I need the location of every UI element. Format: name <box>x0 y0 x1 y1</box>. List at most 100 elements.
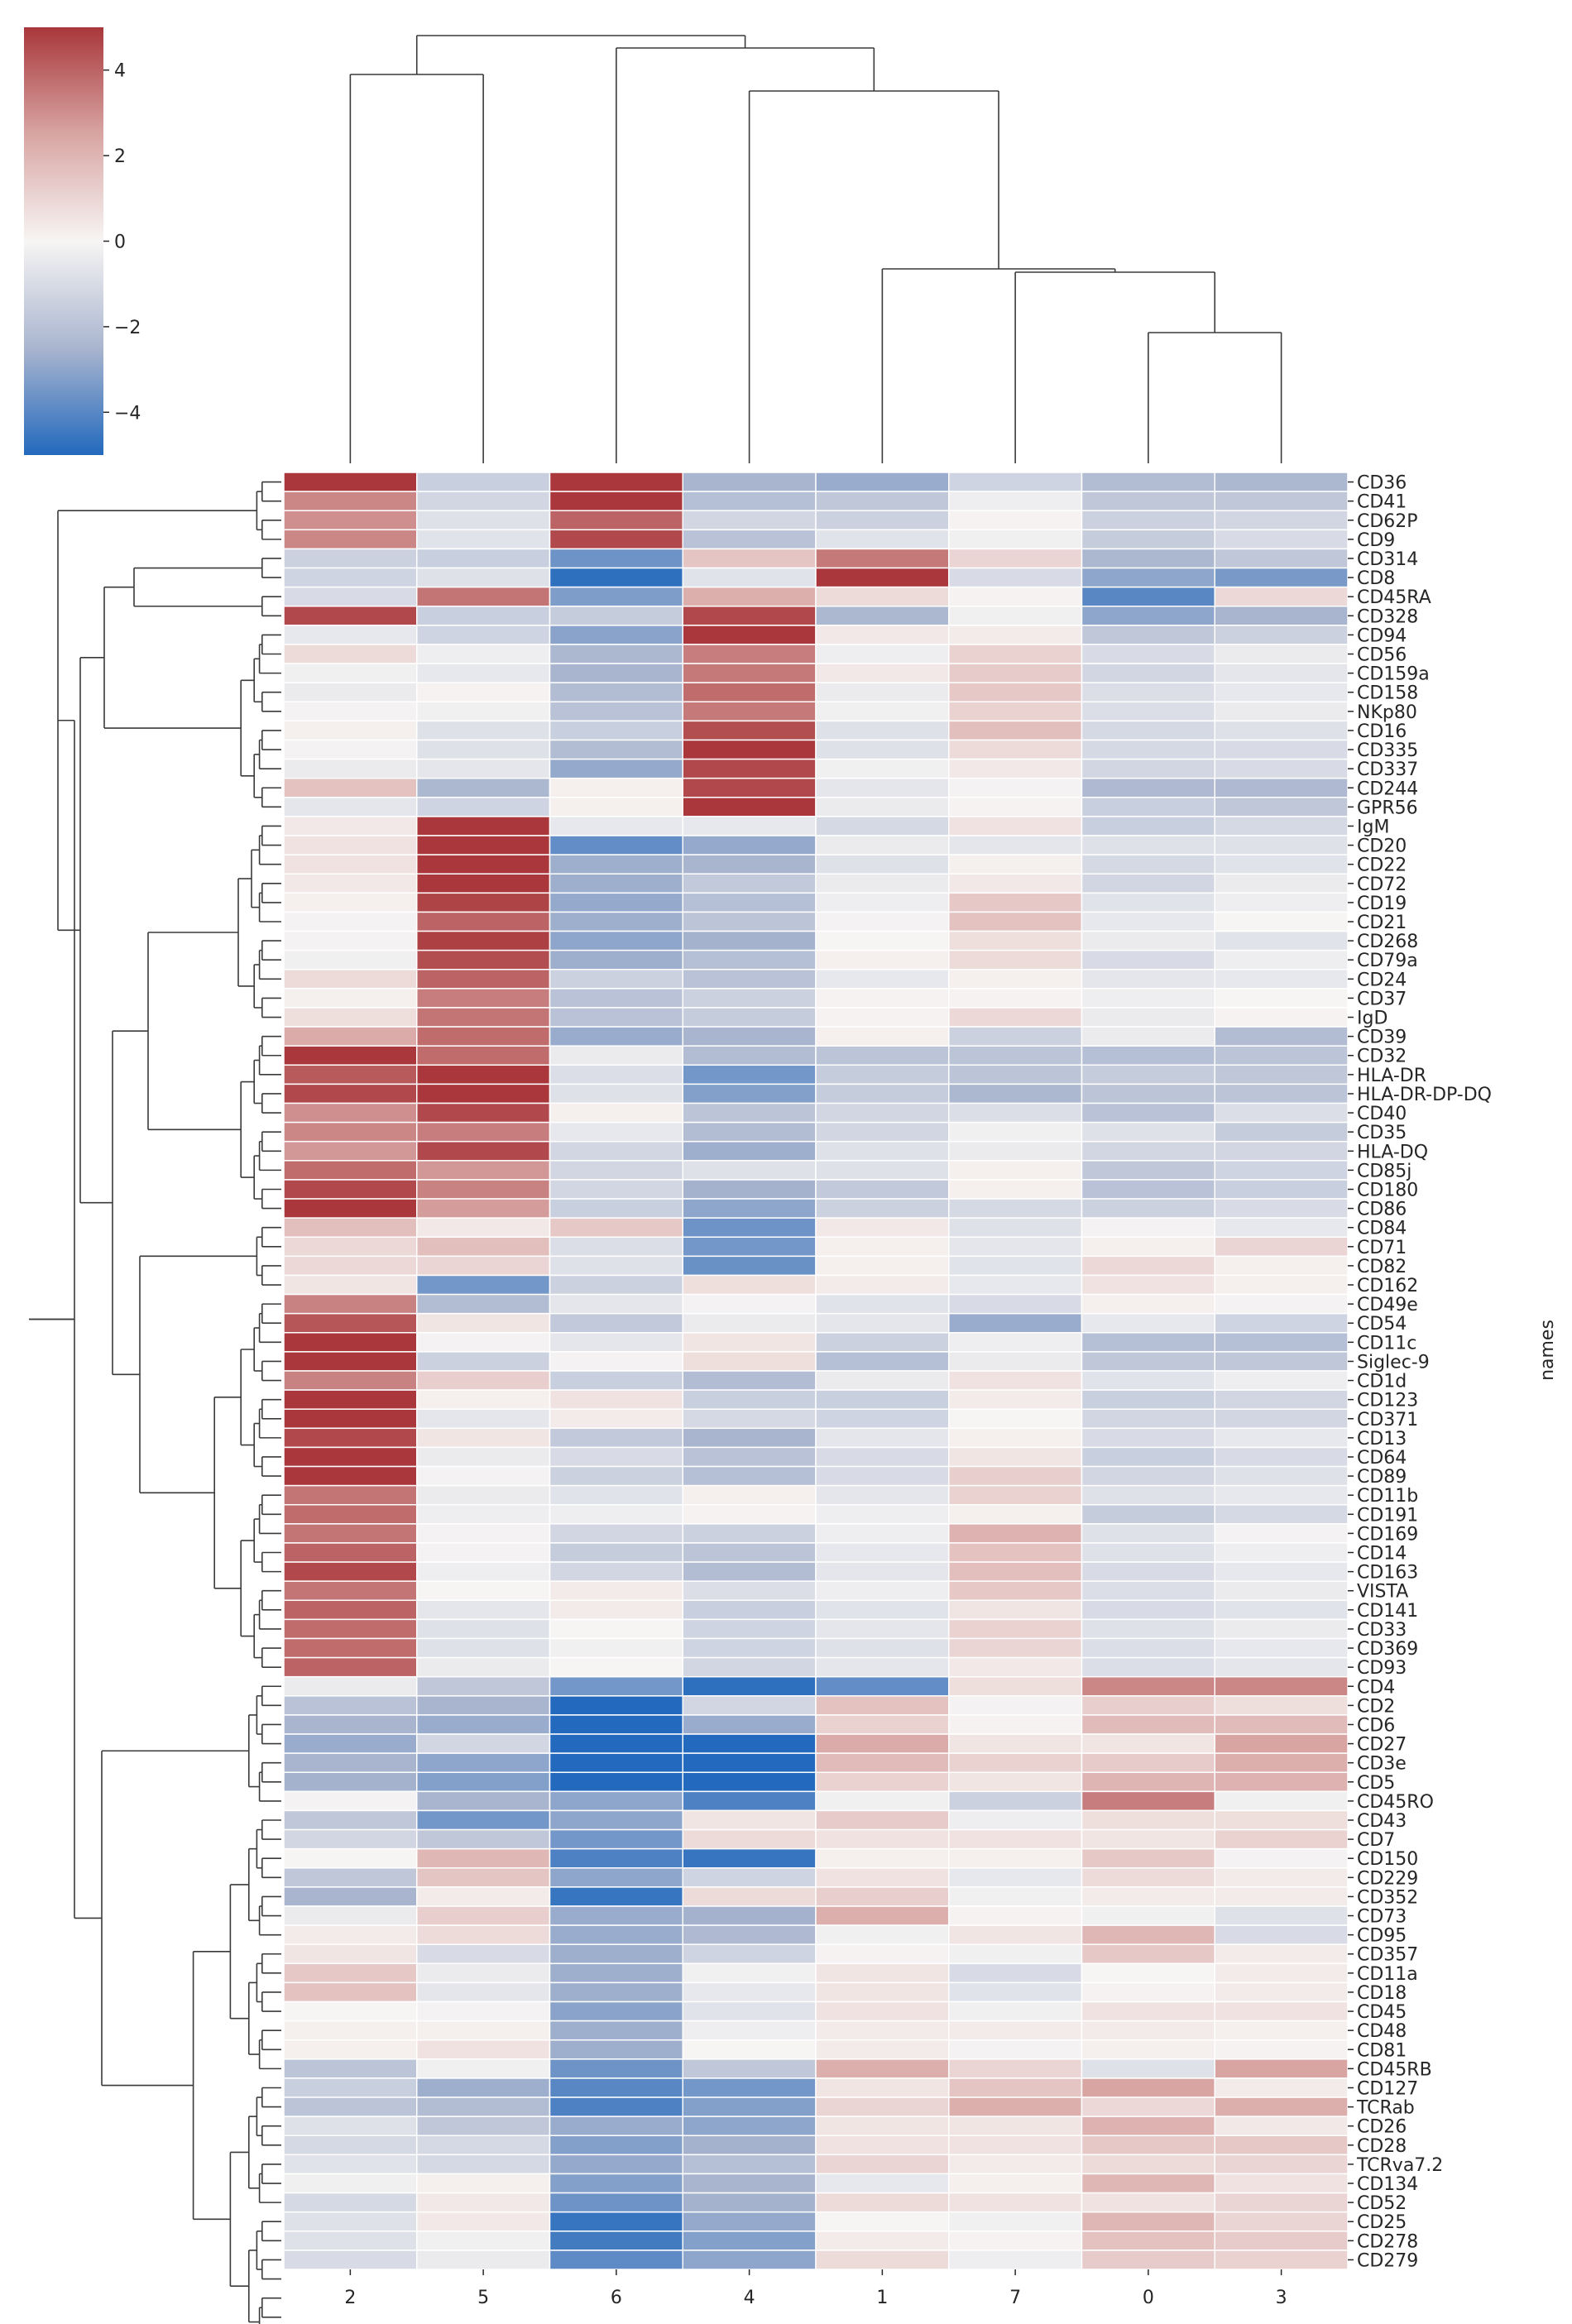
heatmap-cell <box>1081 2058 1215 2079</box>
heatmap-cell <box>1081 701 1215 722</box>
heatmap-cell <box>682 2250 817 2270</box>
heatmap-cell <box>1214 1618 1349 1640</box>
heatmap-cell <box>682 1981 817 2003</box>
heatmap-cell <box>1081 1561 1215 1582</box>
heatmap-cell <box>948 2154 1083 2175</box>
heatmap-cell <box>948 1695 1083 1716</box>
heatmap-cell <box>1214 1943 1349 1965</box>
heatmap-cell <box>682 586 817 607</box>
row-label: Siglec-9 <box>1357 1352 1430 1373</box>
heatmap-cell <box>549 1905 683 1926</box>
row-label: CD169 <box>1357 1524 1418 1545</box>
row-label: CD13 <box>1357 1429 1407 1450</box>
heatmap-cell <box>682 1714 817 1735</box>
heatmap-cell <box>1214 1637 1349 1659</box>
heatmap-cell <box>416 1236 551 1258</box>
heatmap-cell <box>948 644 1083 664</box>
heatmap-cell <box>416 1446 551 1468</box>
heatmap-cell <box>1081 911 1215 932</box>
heatmap-cell <box>1214 2192 1349 2213</box>
heatmap-cell <box>948 949 1083 970</box>
heatmap-cell <box>948 2192 1083 2213</box>
heatmap-cell <box>1081 949 1215 970</box>
heatmap-cell <box>815 2154 950 2175</box>
heatmap-cell <box>283 1389 418 1410</box>
heatmap-cell <box>948 835 1083 855</box>
heatmap-cell <box>1081 2154 1215 2175</box>
heatmap-cell <box>948 1790 1083 1812</box>
heatmap-cell <box>416 949 551 970</box>
heatmap-cell <box>1214 1771 1349 1793</box>
heatmap-cell <box>815 1561 950 1582</box>
heatmap-cell <box>1214 1064 1349 1085</box>
heatmap-cell <box>682 1351 817 1372</box>
heatmap-cell <box>283 510 418 531</box>
column-label: 6 <box>611 2288 622 2308</box>
heatmap-cell <box>416 1274 551 1296</box>
heatmap-cell <box>283 2001 418 2022</box>
heatmap-cell <box>682 605 817 626</box>
row-label: CD180 <box>1357 1180 1418 1200</box>
heatmap-cell <box>815 1599 950 1621</box>
heatmap-cell <box>815 1217 950 1239</box>
heatmap-cell <box>815 1809 950 1831</box>
heatmap-cell <box>815 1351 950 1372</box>
heatmap-cell <box>416 1217 551 1239</box>
heatmap-cell <box>1081 1886 1215 1907</box>
heatmap-cell <box>1081 1905 1215 1926</box>
heatmap-cell <box>416 1198 551 1219</box>
heatmap-cell <box>815 1886 950 1907</box>
heatmap-cell <box>1081 2001 1215 2022</box>
heatmap-cell <box>416 2135 551 2156</box>
heatmap-cell <box>1214 510 1349 531</box>
heatmap-cell <box>549 969 683 989</box>
heatmap-cell <box>682 2154 817 2175</box>
heatmap-cell <box>1214 1293 1349 1315</box>
row-label: CD45RA <box>1357 587 1431 608</box>
row-label: CD36 <box>1357 473 1407 494</box>
column-label: 0 <box>1143 2288 1154 2308</box>
row-label: CD85j <box>1357 1161 1411 1181</box>
heatmap-cell <box>815 2039 950 2060</box>
heatmap-cell <box>1214 2001 1349 2022</box>
heatmap-cell <box>815 1771 950 1793</box>
heatmap-cell <box>1214 1847 1349 1869</box>
heatmap-cell <box>283 2231 418 2251</box>
heatmap-cell <box>1214 1867 1349 1888</box>
heatmap-cell <box>682 1026 817 1047</box>
heatmap-cell <box>1214 1752 1349 1773</box>
heatmap-cell <box>549 1924 683 1945</box>
heatmap-cell <box>815 1905 950 1926</box>
heatmap-cell <box>416 1561 551 1582</box>
heatmap-cell <box>815 1542 950 1563</box>
heatmap-cell <box>1214 2211 1349 2232</box>
heatmap-cell <box>1081 1255 1215 1277</box>
heatmap-cell <box>283 1236 418 1258</box>
heatmap-cell <box>416 491 551 511</box>
heatmap-cell <box>682 625 817 645</box>
heatmap-cell <box>549 1542 683 1563</box>
heatmap-cell <box>682 1064 817 1085</box>
row-label: CD18 <box>1357 1983 1407 2004</box>
heatmap-cell <box>815 1332 950 1353</box>
heatmap-cell <box>815 1714 950 1735</box>
heatmap-cell <box>948 1427 1083 1449</box>
heatmap-cell <box>1214 1408 1349 1430</box>
heatmap-cell <box>1081 1236 1215 1258</box>
column-label: 1 <box>876 2288 888 2308</box>
heatmap-cell <box>1214 472 1349 492</box>
heatmap-cell <box>948 1083 1083 1104</box>
heatmap-cell <box>283 2211 418 2232</box>
row-label: CD352 <box>1357 1887 1418 1908</box>
heatmap-cell <box>682 720 817 741</box>
heatmap-cell <box>1081 1389 1215 1410</box>
heatmap-cell <box>1214 1198 1349 1219</box>
row-label: CD45RB <box>1357 2059 1432 2080</box>
heatmap-cell <box>549 1828 683 1850</box>
heatmap-cell <box>1214 1351 1349 1372</box>
heatmap-cell <box>682 1828 817 1850</box>
heatmap-cell <box>1214 1503 1349 1525</box>
heatmap-cell <box>682 1274 817 1296</box>
heatmap-cell <box>1081 1542 1215 1563</box>
heatmap-cell <box>283 1083 418 1104</box>
